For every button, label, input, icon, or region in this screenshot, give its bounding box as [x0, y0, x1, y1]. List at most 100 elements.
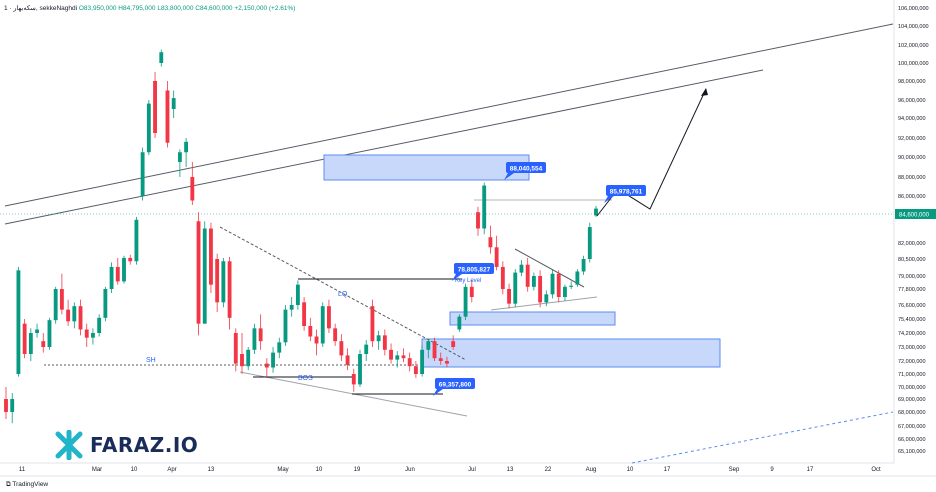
candle[interactable] — [78, 299, 83, 336]
candle[interactable] — [370, 299, 375, 347]
candle[interactable] — [277, 337, 282, 359]
candle[interactable] — [66, 299, 71, 326]
candle[interactable] — [258, 314, 263, 350]
candle[interactable] — [227, 256, 232, 330]
candle[interactable] — [103, 286, 108, 322]
candle[interactable] — [115, 257, 120, 285]
candle[interactable] — [233, 328, 238, 372]
candle[interactable] — [221, 257, 226, 308]
candle[interactable] — [333, 323, 338, 346]
candle[interactable] — [463, 283, 468, 321]
candle[interactable] — [594, 205, 598, 217]
callout-69357800[interactable]: 69,357,800 — [433, 378, 475, 396]
candles[interactable] — [4, 49, 598, 424]
candle[interactable] — [569, 281, 574, 289]
candle[interactable] — [4, 387, 8, 419]
candle[interactable] — [494, 235, 499, 271]
candle[interactable] — [525, 257, 530, 292]
candle[interactable] — [507, 283, 511, 309]
candle[interactable] — [91, 328, 95, 345]
callout-78805827[interactable]: 78,805,827 — [452, 263, 494, 281]
demand-zone-large[interactable] — [421, 338, 721, 368]
candle[interactable] — [153, 72, 157, 138]
time-axis[interactable]: 11 Mar 10 Apr 13 May 10 19 Jun Jul 13 22 Aug 10 17 Sep 9… — [19, 467, 881, 473]
candle[interactable] — [544, 290, 549, 307]
candle[interactable] — [420, 344, 425, 377]
candle[interactable] — [41, 333, 46, 353]
triangle-lower-line[interactable] — [490, 296, 598, 311]
candle[interactable] — [240, 333, 244, 374]
candle[interactable] — [575, 269, 580, 287]
candle[interactable] — [202, 221, 207, 324]
supply-zone[interactable] — [323, 154, 530, 181]
candle[interactable] — [35, 323, 39, 338]
candle[interactable] — [476, 206, 480, 236]
candle[interactable] — [16, 266, 21, 377]
wedge-upper-dashed-line[interactable] — [219, 226, 467, 361]
candle[interactable] — [401, 348, 406, 363]
candle[interactable] — [581, 255, 586, 275]
candle[interactable] — [531, 272, 536, 291]
candle[interactable] — [128, 254, 133, 265]
price-axis[interactable]: 106,000,000 104,000,000 102,000,000 100,000… — [898, 6, 929, 455]
candle[interactable] — [364, 340, 369, 361]
candle[interactable] — [426, 338, 431, 359]
channel-upper-line[interactable] — [4, 23, 894, 207]
candle[interactable] — [72, 302, 77, 329]
candle[interactable] — [215, 253, 220, 312]
candle[interactable] — [413, 361, 418, 378]
triangle-upper-line[interactable] — [514, 248, 585, 288]
candle[interactable] — [382, 329, 387, 356]
candle[interactable] — [395, 351, 400, 368]
candle[interactable] — [469, 280, 474, 303]
candle[interactable] — [563, 284, 567, 301]
candle[interactable] — [159, 49, 164, 67]
candle[interactable] — [389, 343, 393, 364]
candle[interactable] — [190, 162, 195, 205]
candle[interactable] — [500, 261, 505, 295]
candle[interactable] — [438, 352, 443, 365]
candle[interactable] — [271, 347, 275, 373]
callout-88040554[interactable]: 88,040,554 — [504, 162, 546, 180]
candle[interactable] — [84, 323, 89, 347]
candle[interactable] — [59, 273, 64, 315]
candle[interactable] — [109, 262, 114, 293]
callout-85978761[interactable]: 85,978,761 — [604, 185, 646, 203]
candle[interactable] — [196, 212, 201, 336]
candle[interactable] — [538, 270, 543, 308]
candle[interactable] — [184, 138, 189, 167]
candle[interactable] — [171, 90, 176, 119]
candle[interactable] — [556, 270, 561, 303]
candle[interactable] — [407, 352, 412, 372]
candle[interactable] — [47, 317, 52, 350]
candle[interactable] — [134, 216, 139, 265]
candle[interactable] — [283, 305, 288, 346]
candle[interactable] — [165, 81, 170, 148]
candle[interactable] — [488, 225, 493, 254]
candle[interactable] — [146, 100, 151, 156]
projection-dashed-line[interactable] — [631, 411, 894, 464]
candle[interactable] — [302, 297, 307, 331]
candle[interactable] — [376, 330, 381, 350]
channel-lower-line[interactable] — [4, 69, 764, 225]
candle[interactable] — [264, 358, 269, 377]
candle[interactable] — [451, 335, 456, 350]
candle[interactable] — [246, 347, 251, 371]
candle[interactable] — [53, 286, 58, 324]
candle[interactable] — [358, 349, 362, 387]
candle[interactable] — [28, 328, 33, 361]
candle[interactable] — [122, 255, 126, 284]
candle[interactable] — [140, 147, 145, 201]
candle[interactable] — [519, 260, 524, 276]
candle[interactable] — [320, 302, 325, 347]
candle[interactable] — [513, 269, 518, 308]
candle[interactable] — [209, 222, 213, 293]
candle[interactable] — [550, 269, 555, 299]
candle[interactable] — [587, 222, 592, 263]
candle[interactable] — [345, 348, 350, 371]
candle[interactable] — [295, 280, 300, 310]
candle[interactable] — [22, 319, 27, 359]
candle[interactable] — [351, 368, 356, 392]
candle[interactable] — [252, 323, 257, 354]
